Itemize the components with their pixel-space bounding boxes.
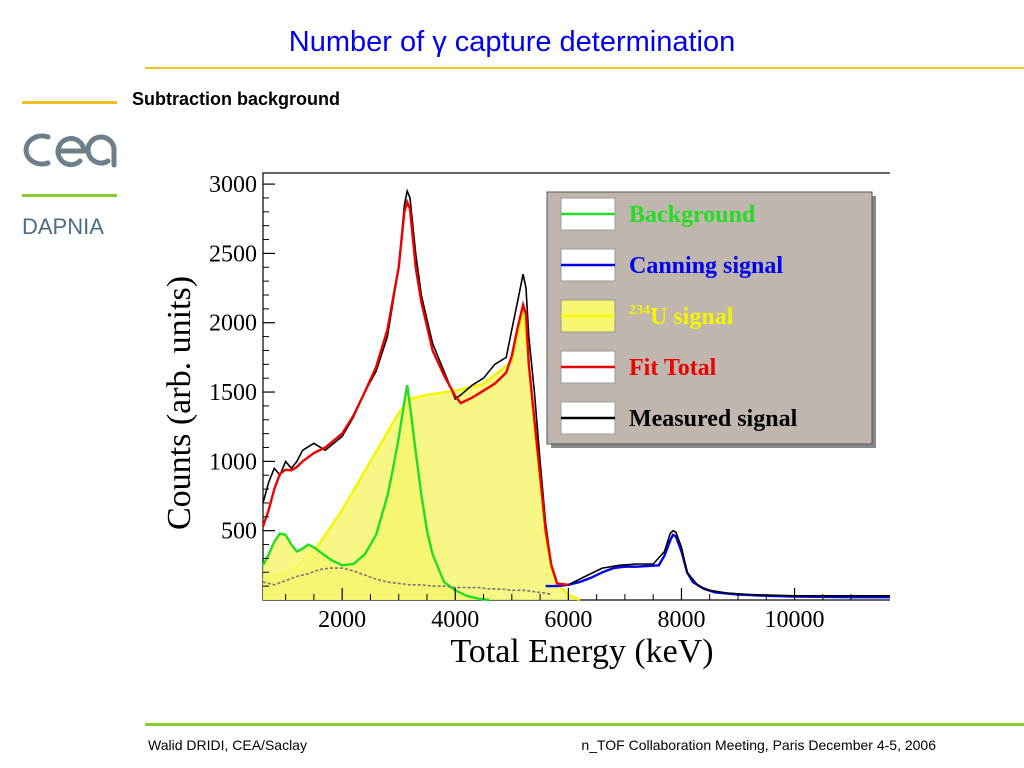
background-line <box>261 384 490 602</box>
legend-label-sup: 234 <box>629 303 650 318</box>
legend-label: Background <box>629 202 756 228</box>
title-divider <box>145 67 1024 69</box>
slide-title: Number of γ capture determination <box>288 26 736 58</box>
side-divider-bottom <box>22 194 117 197</box>
y-tick-label: 1000 <box>209 449 257 475</box>
y-tick-label: 2500 <box>209 241 257 267</box>
y-tick-label: 3000 <box>209 172 257 198</box>
legend-label: 234U signal <box>629 303 734 330</box>
legend-label: Measured signal <box>629 406 798 432</box>
legend-label-main: U signal <box>650 304 734 330</box>
y-tick-label: 2000 <box>209 311 257 337</box>
x-tick-label: 4000 <box>431 607 479 633</box>
org-label: DAPNIA <box>22 214 104 239</box>
legend-label: Fit Total <box>629 355 717 381</box>
measured-signal-line <box>262 188 890 597</box>
slide-subtitle: Subtraction background <box>132 89 341 109</box>
x-axis-label: Total Energy (keV) <box>450 633 713 670</box>
x-tick-label: 2000 <box>318 607 366 633</box>
chart: 2000 4000 6000 8000 10000 500 1000 1500 2000 2500… <box>161 172 890 670</box>
footer-author: Walid DRIDI, CEA/Saclay <box>148 737 307 753</box>
y-axis-label: Counts (arb. units) <box>161 276 198 530</box>
fit-total-line <box>261 198 569 586</box>
y-tick-label: 500 <box>221 519 257 545</box>
x-tick-label: 6000 <box>544 607 592 633</box>
x-tick-label: 10000 <box>765 607 825 633</box>
cea-logo <box>23 133 117 168</box>
background-grey-line <box>262 567 552 596</box>
x-tick-label: 8000 <box>657 607 705 633</box>
footer-divider <box>145 723 1024 726</box>
background-area <box>263 385 490 600</box>
legend-label: Canning signal <box>629 253 783 279</box>
y-tick-label: 1500 <box>209 380 257 406</box>
234u-signal-area <box>263 310 580 600</box>
side-divider-top <box>22 101 117 104</box>
footer-meeting: n_TOF Collaboration Meeting, Paris Decem… <box>581 737 936 753</box>
